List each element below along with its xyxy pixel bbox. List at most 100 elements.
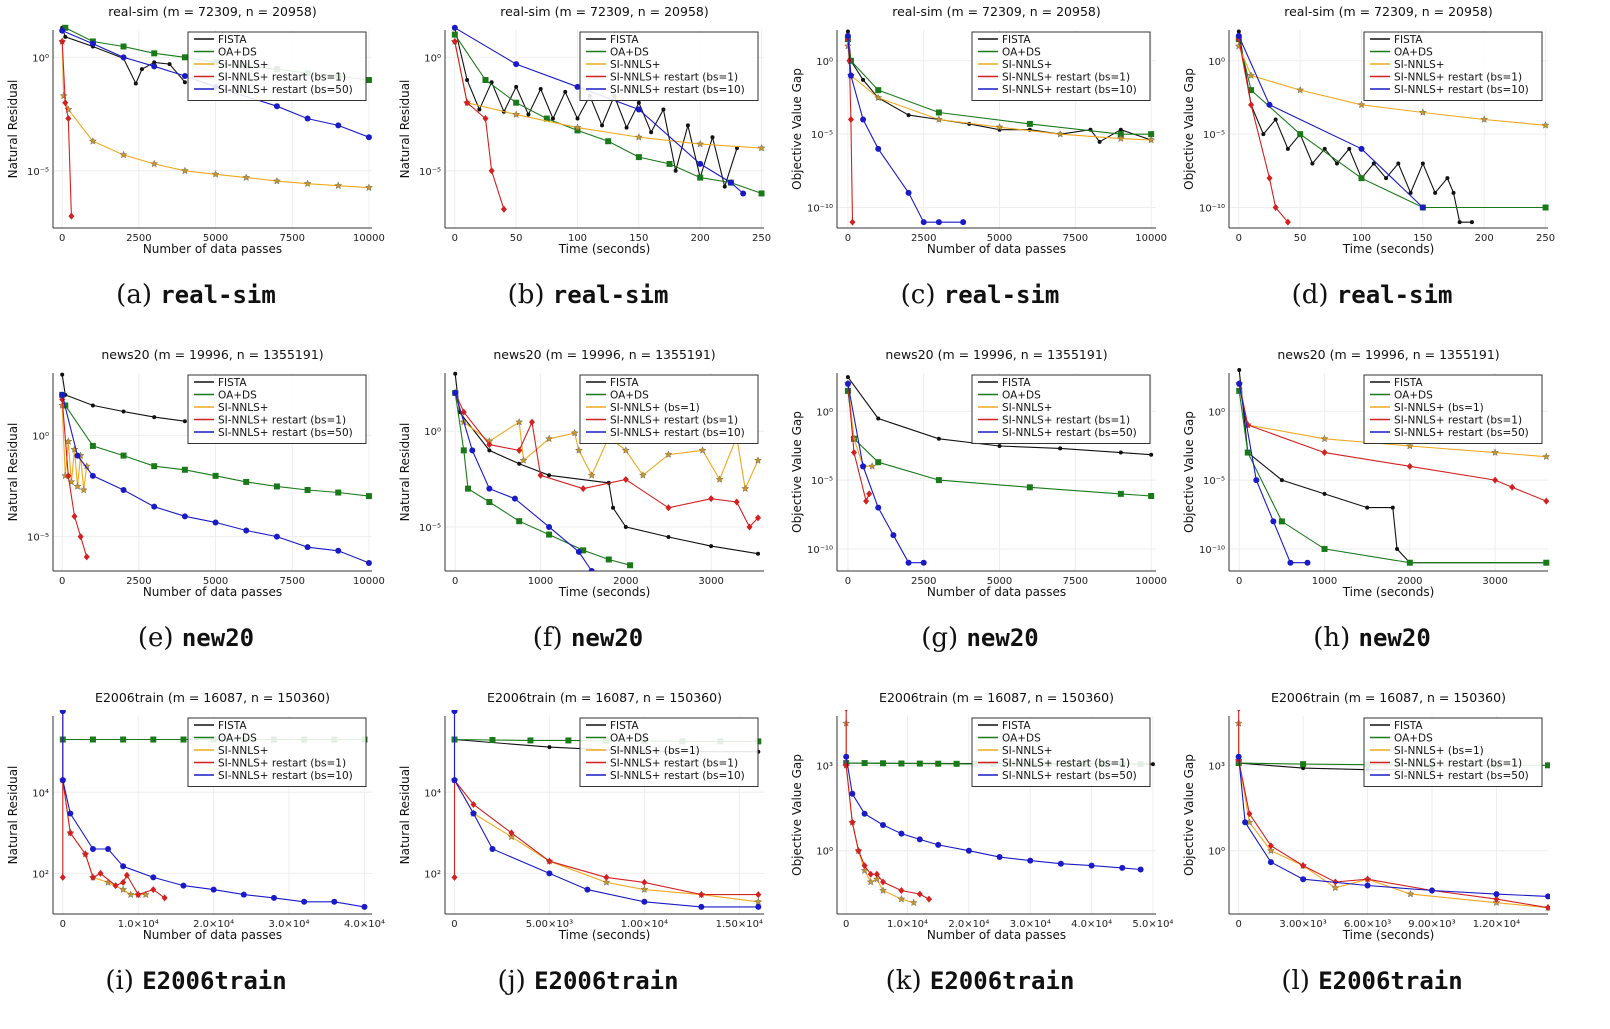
- y-axis-label: Objective Value Gap: [790, 68, 804, 190]
- data-point: [1148, 492, 1155, 499]
- chart-title: real-sim (m = 72309, n = 20958): [108, 4, 317, 19]
- data-point: [873, 870, 880, 878]
- data-point: [1300, 862, 1307, 870]
- legend-entry: FISTA: [610, 377, 639, 389]
- data-point: [273, 103, 280, 110]
- data-point: [1097, 139, 1102, 144]
- data-point: [65, 115, 72, 123]
- data-point: [850, 449, 857, 457]
- x-tick-label: 10000: [1135, 576, 1167, 587]
- data-point: [623, 524, 628, 529]
- legend-box: [187, 717, 367, 787]
- x-tick-label: 2.0×10⁴: [193, 919, 234, 930]
- data-point: [664, 450, 673, 458]
- data-point: [1451, 190, 1456, 195]
- x-tick-label: 5.0×10⁴: [1132, 919, 1173, 930]
- data-point: [1321, 449, 1328, 457]
- y-tick-label: 10⁴: [424, 788, 441, 799]
- data-point: [565, 737, 572, 744]
- data-point: [861, 77, 866, 82]
- data-point: [636, 100, 641, 105]
- series-line-si-nnls-: [847, 46, 1152, 141]
- data-point: [847, 72, 854, 79]
- x-tick-label: 0: [60, 919, 66, 930]
- y-axis-label: Natural Residual: [6, 766, 20, 865]
- data-point: [273, 483, 280, 490]
- data-point: [860, 463, 867, 470]
- data-point: [65, 472, 72, 480]
- data-point: [1235, 753, 1242, 760]
- data-point: [538, 87, 543, 92]
- data-point: [1545, 762, 1550, 769]
- x-tick-label: 0: [59, 233, 65, 244]
- data-point: [120, 43, 127, 50]
- series-line-si-nnls-restart-bs-50-: [61, 394, 370, 564]
- data-point: [845, 29, 850, 34]
- x-tick-label: 250: [1536, 233, 1555, 244]
- data-point: [451, 31, 458, 38]
- series-line-si-nnls-: [62, 780, 146, 896]
- data-point: [1445, 176, 1450, 181]
- x-axis-label: Time (seconds): [1342, 242, 1435, 256]
- series-line-si-nnls-restart-bs-50-: [845, 756, 1141, 871]
- data-point: [89, 472, 96, 479]
- legend-box: [971, 31, 1151, 101]
- data-point: [1545, 904, 1550, 912]
- data-point: [361, 903, 368, 910]
- legend-entry: SI-NNLS+: [218, 59, 269, 71]
- subfigure-caption: (f) new20: [392, 623, 784, 653]
- caption-letter: (c): [900, 280, 936, 310]
- data-point: [1418, 108, 1427, 116]
- data-point: [1545, 893, 1550, 900]
- y-tick-label: 10⁻⁵: [811, 130, 833, 141]
- data-point: [861, 760, 868, 767]
- data-point: [517, 461, 522, 466]
- legend-entry: OA+DS: [1002, 47, 1041, 59]
- data-point: [546, 523, 553, 530]
- data-point: [605, 556, 612, 563]
- data-point: [1261, 132, 1266, 137]
- data-point: [1331, 883, 1340, 892]
- data-point: [1543, 497, 1550, 505]
- data-point: [756, 551, 761, 556]
- data-point: [602, 878, 611, 886]
- data-point: [1408, 190, 1413, 195]
- data-point: [139, 67, 144, 72]
- legend-box: [1363, 374, 1543, 444]
- legend-entry: SI-NNLS+ restart (bs=1): [1002, 758, 1130, 770]
- legend-entry: FISTA: [218, 34, 247, 46]
- legend-entry: SI-NNLS+: [1002, 402, 1053, 414]
- data-point: [77, 533, 84, 541]
- data-point: [1147, 135, 1156, 144]
- data-point: [909, 898, 918, 907]
- data-point: [1117, 490, 1124, 497]
- x-tick-label: 0: [845, 233, 851, 244]
- data-point: [89, 846, 96, 853]
- data-point: [89, 873, 96, 881]
- data-point: [526, 112, 531, 117]
- legend-entry: SI-NNLS+ restart (bs=1): [1394, 758, 1522, 770]
- data-point: [847, 115, 854, 123]
- x-tick-label: 0: [1236, 576, 1242, 587]
- series-group: [842, 710, 1155, 907]
- legend-box: [187, 31, 367, 101]
- series-line-si-nnls-restart-bs-1-: [453, 711, 759, 896]
- series-group: [843, 375, 1155, 566]
- caption-letter: (a): [116, 280, 152, 310]
- data-point: [855, 847, 862, 855]
- data-point: [105, 846, 112, 853]
- legend-box: [971, 717, 1151, 787]
- data-point: [335, 489, 342, 496]
- data-point: [550, 116, 555, 121]
- data-point: [965, 847, 972, 854]
- subfigure-caption: (h) new20: [1176, 623, 1568, 653]
- data-point: [1026, 484, 1033, 491]
- y-tick-label: 10⁻¹⁰: [1199, 545, 1225, 556]
- data-point: [666, 160, 673, 167]
- data-point: [1246, 810, 1253, 818]
- x-tick-label: 100: [568, 233, 587, 244]
